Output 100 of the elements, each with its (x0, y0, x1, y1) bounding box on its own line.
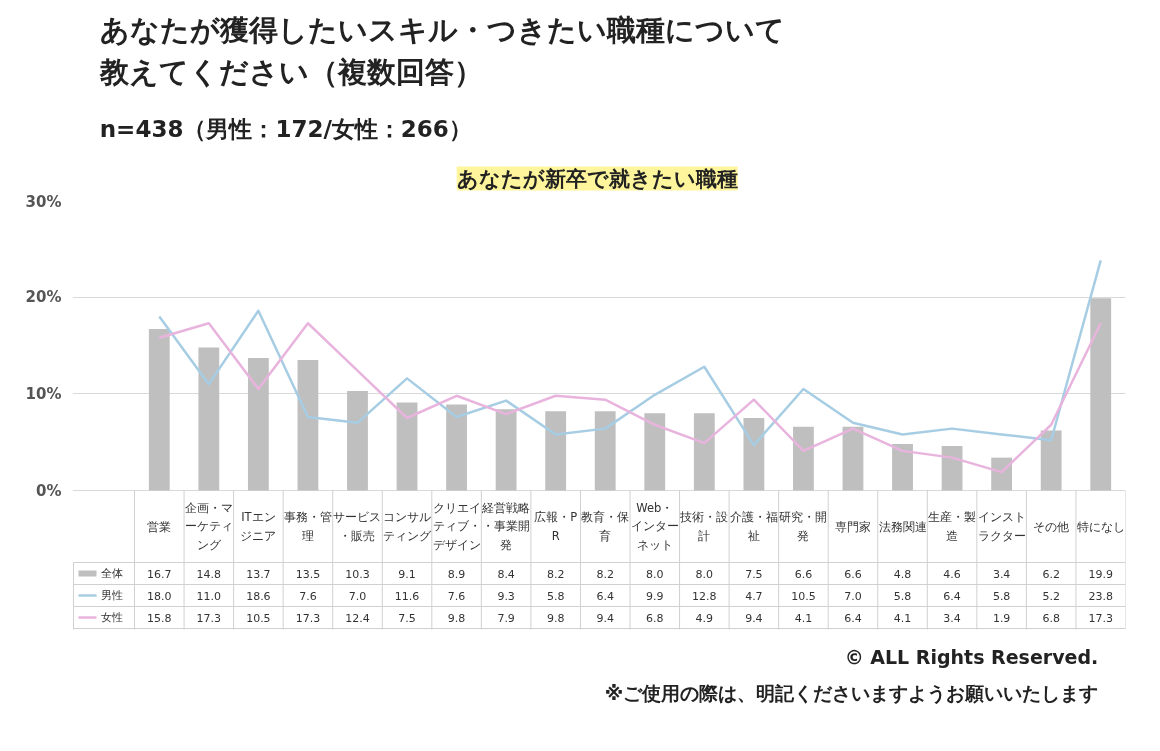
x-tick-label: Web・インターネット (630, 500, 679, 553)
line-series (158, 259, 1102, 447)
data-label: 5.8 (546, 589, 565, 603)
bar (148, 329, 170, 491)
data-label: 18.6 (246, 589, 271, 603)
data-label: 9.8 (447, 611, 466, 625)
legend-label: 男性 (100, 589, 123, 602)
data-label: 3.4 (992, 567, 1011, 581)
data-label: 11.0 (196, 589, 222, 603)
data-label: 8.4 (497, 567, 515, 581)
y-tick-label: 30% (25, 192, 62, 211)
data-label: 5.8 (893, 589, 912, 603)
bar (446, 404, 467, 491)
bar (247, 358, 269, 491)
bar (644, 413, 666, 491)
data-label: 4.1 (794, 611, 813, 625)
data-label: 7.6 (447, 589, 466, 603)
legend-label: 全体 (100, 567, 123, 580)
bar (793, 426, 814, 491)
x-tick-label: 技術・設計 (679, 510, 729, 543)
y-tick-label: 20% (25, 288, 62, 307)
data-label: 23.8 (1088, 589, 1113, 603)
x-tick-label: サービス・販売 (333, 510, 382, 543)
data-label: 12.4 (345, 611, 370, 625)
data-label: 9.4 (745, 611, 763, 625)
text: あなたが新卒で就きたい職種 (456, 166, 738, 191)
x-tick-label: 教育・保育 (581, 510, 630, 543)
data-label: 5.8 (992, 589, 1011, 603)
x-tick-label: 生産・製造 (928, 510, 977, 543)
data-label: 7.5 (745, 567, 763, 581)
data-label: 14.8 (196, 567, 222, 581)
x-tick-label: 専門家 (834, 519, 871, 534)
data-label: 12.8 (692, 589, 717, 603)
bar (892, 444, 913, 491)
data-label: 7.9 (497, 611, 515, 625)
data-label: 1.9 (992, 611, 1011, 625)
bar (1040, 430, 1062, 491)
data-label: 6.4 (943, 589, 961, 603)
text: © ALL Rights Reserved. (844, 645, 1099, 668)
data-label: 6.6 (844, 567, 862, 581)
y-tick-label: 0% (36, 481, 62, 500)
data-label: 19.9 (1088, 567, 1113, 581)
x-tick-label: 法務関連 (878, 519, 927, 534)
bar (198, 347, 220, 491)
data-label: 4.1 (893, 611, 912, 625)
data-label: 15.8 (147, 611, 172, 625)
bar (495, 409, 517, 491)
data-label: 6.4 (844, 611, 862, 625)
x-tick-label: その他 (1033, 519, 1070, 534)
x-tick-label: ITエンジニア (240, 510, 277, 543)
data-label: 4.9 (695, 611, 714, 625)
data-label: 7.0 (348, 589, 367, 603)
data-label: 8.2 (546, 567, 565, 581)
data-label: 10.5 (791, 589, 816, 603)
data-label: 8.0 (646, 567, 664, 581)
data-label: 16.7 (147, 567, 172, 581)
chart-subtitle: n=438（男性：172/女性：266） (99, 115, 472, 142)
data-label: 9.9 (646, 589, 664, 603)
bar (693, 413, 715, 491)
data-label: 9.1 (398, 567, 416, 581)
data-label: 10.5 (246, 611, 271, 625)
x-tick-label: コンサルティング (383, 510, 433, 543)
bar (1090, 298, 1112, 491)
data-label: 10.3 (345, 567, 370, 581)
x-tick-label: クリエイティブ・デザイン (432, 500, 481, 553)
data-label: 17.3 (1088, 611, 1113, 625)
data-label: 7.5 (398, 611, 416, 625)
data-label: 4.8 (893, 567, 912, 581)
data-label: 9.3 (497, 589, 515, 603)
data-label: 7.6 (299, 589, 317, 603)
data-label: 3.4 (943, 611, 961, 625)
data-label: 9.8 (546, 611, 565, 625)
legend-label: 女性 (100, 611, 123, 624)
bar (396, 402, 418, 491)
data-label: 18.0 (147, 589, 172, 603)
chart-title: あなたが獲得したいスキル・つきたい職種について教えてください（複数回答） (98, 12, 785, 89)
data-label: 17.3 (295, 611, 321, 625)
data-label: 13.7 (246, 567, 271, 581)
data-label: 5.2 (1042, 589, 1060, 603)
data-label: 6.2 (1042, 567, 1060, 581)
data-label: 4.7 (745, 589, 763, 603)
bar (842, 426, 864, 491)
data-label: 8.0 (695, 567, 714, 581)
line-series (158, 322, 1102, 474)
bar (594, 411, 616, 491)
x-tick-label: 事務・管理 (283, 510, 332, 543)
bar (743, 418, 765, 491)
x-tick-label: 介護・福祉 (729, 510, 778, 543)
bar (941, 446, 963, 491)
data-label: 8.2 (596, 567, 614, 581)
x-tick-label: 営業 (147, 519, 172, 534)
data-label: 7.0 (844, 589, 862, 603)
bar (991, 457, 1013, 491)
x-tick-label: 企画・マーケティング (184, 500, 233, 553)
bar (297, 360, 319, 491)
bar (347, 390, 368, 491)
x-tick-label: 経営戦略・事業開発 (481, 500, 531, 553)
data-label: 9.4 (596, 611, 614, 625)
x-tick-label: 特になし (1076, 519, 1125, 534)
x-tick-label: インストラクター (977, 510, 1026, 543)
